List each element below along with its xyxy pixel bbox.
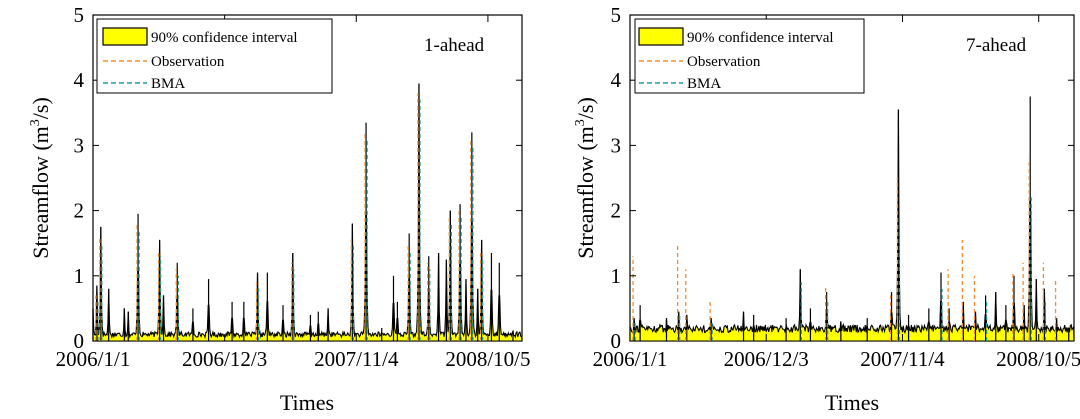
y-tick-label: 5 bbox=[611, 3, 622, 27]
y-tick-label: 5 bbox=[74, 3, 85, 27]
chart-panel-1-ahead: 0 1 2 3 4 5 2006/1/1 2006/12/3 2007/11/4 2008/10… bbox=[28, 3, 531, 415]
y-axis-title-end: /s) bbox=[28, 97, 53, 119]
y-tick-label: 3 bbox=[74, 133, 85, 157]
y-tick-label: 2 bbox=[611, 199, 622, 223]
legend-label-observation: Observation bbox=[687, 54, 761, 70]
chart-panel-7-ahead: 0 1 2 3 4 5 2006/1/1 2006/12/3 2007/11/4 2008/10… bbox=[573, 3, 1080, 415]
y-axis-title-sup: 3 bbox=[28, 119, 43, 126]
x-tick-label: 2006/12/3 bbox=[182, 347, 267, 371]
x-axis: 2006/1/1 2006/12/3 2007/11/4 2008/10/5 bbox=[56, 15, 531, 371]
chart-marks bbox=[92, 83, 523, 342]
x-tick-label: 2006/12/3 bbox=[724, 347, 809, 371]
y-axis: 0 1 2 3 4 5 bbox=[611, 3, 1074, 353]
y-axis-title: Streamflow (m3/s) bbox=[28, 97, 53, 259]
y-axis-title: Streamflow (m3/s) bbox=[573, 97, 598, 259]
x-tick-label: 2008/10/5 bbox=[445, 347, 530, 371]
y-axis-title-main: Streamflow (m bbox=[28, 126, 53, 259]
x-tick-label: 2007/11/4 bbox=[860, 347, 945, 371]
x-axis-title: Times bbox=[825, 390, 879, 415]
y-tick-label: 4 bbox=[611, 68, 622, 92]
y-axis: 0 1 2 3 4 5 bbox=[74, 3, 522, 353]
legend: 90% confidence interval Observation BMA bbox=[96, 18, 333, 94]
legend-swatch-interval bbox=[638, 27, 684, 46]
chart-marks bbox=[629, 96, 1075, 342]
y-tick-label: 0 bbox=[611, 329, 622, 353]
y-axis-title-sup: 3 bbox=[573, 119, 588, 126]
confidence-interval-band bbox=[92, 83, 523, 342]
x-axis-title: Times bbox=[280, 390, 334, 415]
y-tick-label: 2 bbox=[74, 199, 85, 223]
y-tick-label: 0 bbox=[74, 329, 85, 353]
y-tick-label: 1 bbox=[74, 264, 85, 288]
legend-label-bma: BMA bbox=[687, 76, 721, 92]
x-tick-label: 2007/11/4 bbox=[314, 347, 399, 371]
y-tick-label: 4 bbox=[74, 68, 85, 92]
x-tick-label: 2006/1/1 bbox=[593, 347, 668, 371]
y-axis-title-end: /s) bbox=[573, 97, 598, 119]
annotation-horizon: 7-ahead bbox=[966, 35, 1027, 56]
x-tick-label: 2006/1/1 bbox=[56, 347, 131, 371]
x-tick-label: 2008/10/5 bbox=[996, 347, 1080, 371]
legend-label-observation: Observation bbox=[151, 54, 225, 70]
annotation-horizon: 1-ahead bbox=[424, 35, 485, 56]
y-tick-label: 3 bbox=[611, 133, 622, 157]
confidence-interval-band bbox=[629, 109, 1075, 342]
y-tick-label: 1 bbox=[611, 264, 622, 288]
x-axis: 2006/1/1 2006/12/3 2007/11/4 2008/10/5 bbox=[593, 15, 1080, 371]
legend-label-interval: 90% confidence interval bbox=[151, 30, 298, 46]
legend-label-interval: 90% confidence interval bbox=[687, 30, 834, 46]
legend-label-bma: BMA bbox=[151, 76, 185, 92]
legend-swatch-interval bbox=[102, 27, 148, 46]
legend: 90% confidence interval Observation BMA bbox=[634, 18, 865, 94]
y-axis-title-main: Streamflow (m bbox=[573, 126, 598, 259]
